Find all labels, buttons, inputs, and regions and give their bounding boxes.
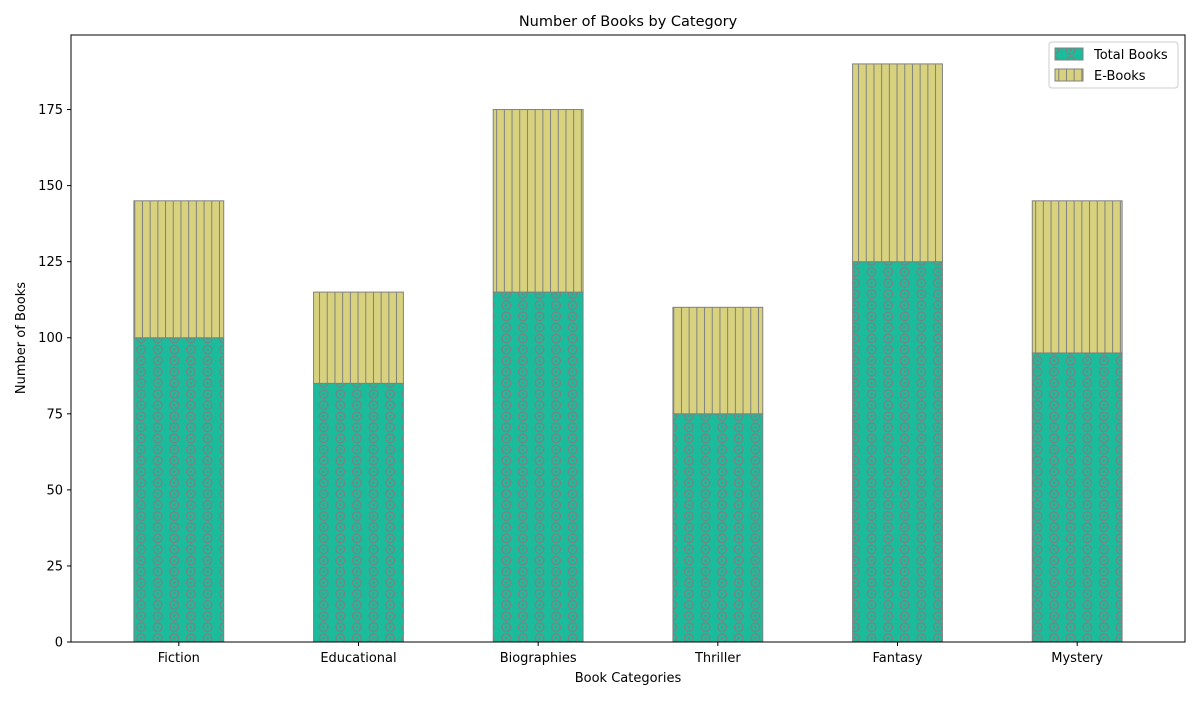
bar-total-books-mystery [1031, 352, 1123, 643]
bar-e-books-fantasy [852, 63, 943, 263]
x-tick-label: Mystery [1051, 651, 1103, 666]
bar-total-books-fiction [133, 337, 225, 643]
bar-e-books-thriller [672, 306, 764, 415]
x-tick-label: Educational [320, 651, 396, 666]
y-tick-label: 0 [55, 636, 63, 651]
legend-label-e-books: E-Books [1094, 69, 1146, 84]
y-tick-label: 150 [38, 179, 63, 194]
bar-total-books-thriller [672, 413, 764, 643]
x-tick-label: Fantasy [873, 651, 923, 666]
bar-e-books-mystery [1031, 200, 1123, 354]
bars-layer [133, 63, 1123, 643]
bar-total-books-fantasy [852, 261, 943, 643]
x-tick-label: Biographies [500, 651, 577, 666]
x-tick-label: Fiction [158, 651, 200, 666]
bar-total-books-educational [313, 382, 404, 643]
y-axis-label: Number of Books [14, 282, 29, 394]
y-tick-label: 25 [46, 559, 63, 574]
y-tick-label: 75 [46, 407, 63, 422]
y-tick-label: 175 [38, 103, 63, 118]
legend-swatch-e-books [1054, 68, 1084, 82]
bar-e-books-biographies [492, 109, 584, 293]
x-tick-label: Thriller [694, 651, 741, 666]
plot-frame [70, 34, 1186, 643]
legend-swatch-total-books [1054, 47, 1084, 61]
y-tick-label: 100 [38, 331, 63, 346]
legend: Total Books E-Books [1048, 41, 1179, 89]
bar-e-books-educational [313, 291, 404, 384]
y-tick-label: 125 [38, 255, 63, 270]
bar-total-books-biographies [492, 291, 584, 643]
axes-layer: 0 25 50 75 100 125 150 175 Fiction Educational Bio… [38, 34, 1186, 666]
chart-title: Number of Books by Category [519, 14, 738, 30]
y-tick-label: 50 [46, 483, 63, 498]
x-axis-label: Book Categories [575, 671, 682, 686]
bar-e-books-fiction [133, 200, 225, 339]
legend-label-total-books: Total Books [1093, 48, 1168, 63]
